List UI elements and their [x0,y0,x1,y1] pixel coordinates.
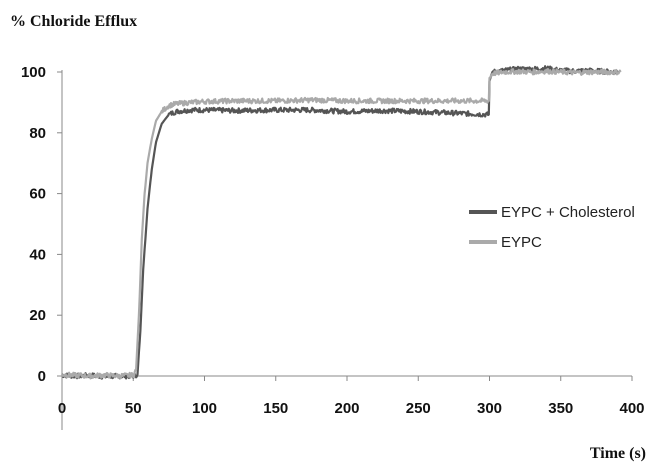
y-tick-label: 20 [29,307,46,324]
y-tick-label: 80 [29,125,46,142]
y-tick-label: 60 [29,186,46,203]
series-line-eypc [61,68,622,380]
y-tick-label: 0 [38,368,46,385]
y-tick-label: 40 [29,246,46,263]
legend-label: EYPC [501,234,542,251]
x-tick-label: 400 [619,400,644,417]
y-tick-label: 100 [21,64,46,81]
x-tick-label: 250 [406,400,431,417]
x-tick-label: 100 [192,400,217,417]
series-line-eypc-cholesterol [61,65,619,380]
series-group [61,65,622,380]
legend-label: EYPC + Cholesterol [501,204,635,221]
y-axis-label: % Chloride Efflux [10,13,137,30]
x-tick-label: 350 [548,400,573,417]
legend: EYPC + Cholesterol EYPC [469,204,635,251]
x-tick-label: 300 [477,400,502,417]
axes: 0 20 40 60 80 100 0 50 100 150 200 250 300 350 400 [21,64,645,430]
x-tick-label: 50 [125,400,142,417]
x-tick-label: 200 [334,400,359,417]
x-tick-label: 0 [58,400,66,417]
x-axis-label: Time (s) [590,445,646,462]
x-tick-label: 150 [263,400,288,417]
